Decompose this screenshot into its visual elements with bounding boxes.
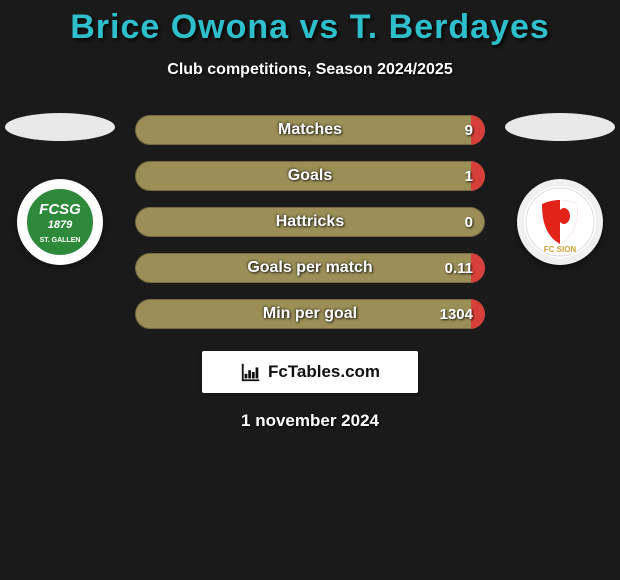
stat-row: Goals1 xyxy=(135,161,485,191)
svg-text:FC SION: FC SION xyxy=(544,245,577,254)
right-team-crest-icon: FC SION xyxy=(524,186,596,258)
watermark: FcTables.com xyxy=(202,351,418,393)
svg-text:ST. GALLEN: ST. GALLEN xyxy=(40,237,81,244)
watermark-text: FcTables.com xyxy=(268,362,380,382)
stat-row-label: Goals xyxy=(135,167,485,185)
svg-text:FCSG: FCSG xyxy=(39,201,81,218)
comparison-arena: FCSG 1879 ST. GALLEN FC SION xyxy=(0,109,620,339)
left-player-ellipse xyxy=(5,113,115,141)
right-team-badge: FC SION xyxy=(517,179,603,265)
left-team-badge-inner: FCSG 1879 ST. GALLEN xyxy=(24,186,96,258)
stat-row-right-value: 0 xyxy=(465,214,473,231)
left-team-crest-icon: FCSG 1879 ST. GALLEN xyxy=(24,186,96,258)
stat-row-label: Min per goal xyxy=(135,305,485,323)
stat-row: Hattricks0 xyxy=(135,207,485,237)
left-player-column: FCSG 1879 ST. GALLEN xyxy=(0,109,120,265)
stat-row-right-value: 9 xyxy=(465,122,473,139)
chart-icon xyxy=(240,361,262,383)
stat-row-right-value: 1304 xyxy=(440,306,473,323)
stat-row: Min per goal1304 xyxy=(135,299,485,329)
stat-row: Matches9 xyxy=(135,115,485,145)
stat-row-label: Hattricks xyxy=(135,213,485,231)
stat-row-label: Matches xyxy=(135,121,485,139)
right-player-column: FC SION xyxy=(500,109,620,265)
stat-row-right-value: 1 xyxy=(465,168,473,185)
svg-text:1879: 1879 xyxy=(48,219,73,231)
stat-row: Goals per match0.11 xyxy=(135,253,485,283)
right-team-badge-inner: FC SION xyxy=(524,186,596,258)
right-player-ellipse xyxy=(505,113,615,141)
stat-rows: Matches9Goals1Hattricks0Goals per match0… xyxy=(135,115,485,345)
date-label: 1 november 2024 xyxy=(0,411,620,431)
comparison-card: Brice Owona vs T. Berdayes Club competit… xyxy=(0,0,620,431)
stat-row-label: Goals per match xyxy=(135,259,485,277)
left-team-badge: FCSG 1879 ST. GALLEN xyxy=(17,179,103,265)
subtitle: Club competitions, Season 2024/2025 xyxy=(0,61,620,79)
stat-row-right-value: 0.11 xyxy=(445,260,473,277)
page-title: Brice Owona vs T. Berdayes xyxy=(0,0,620,47)
